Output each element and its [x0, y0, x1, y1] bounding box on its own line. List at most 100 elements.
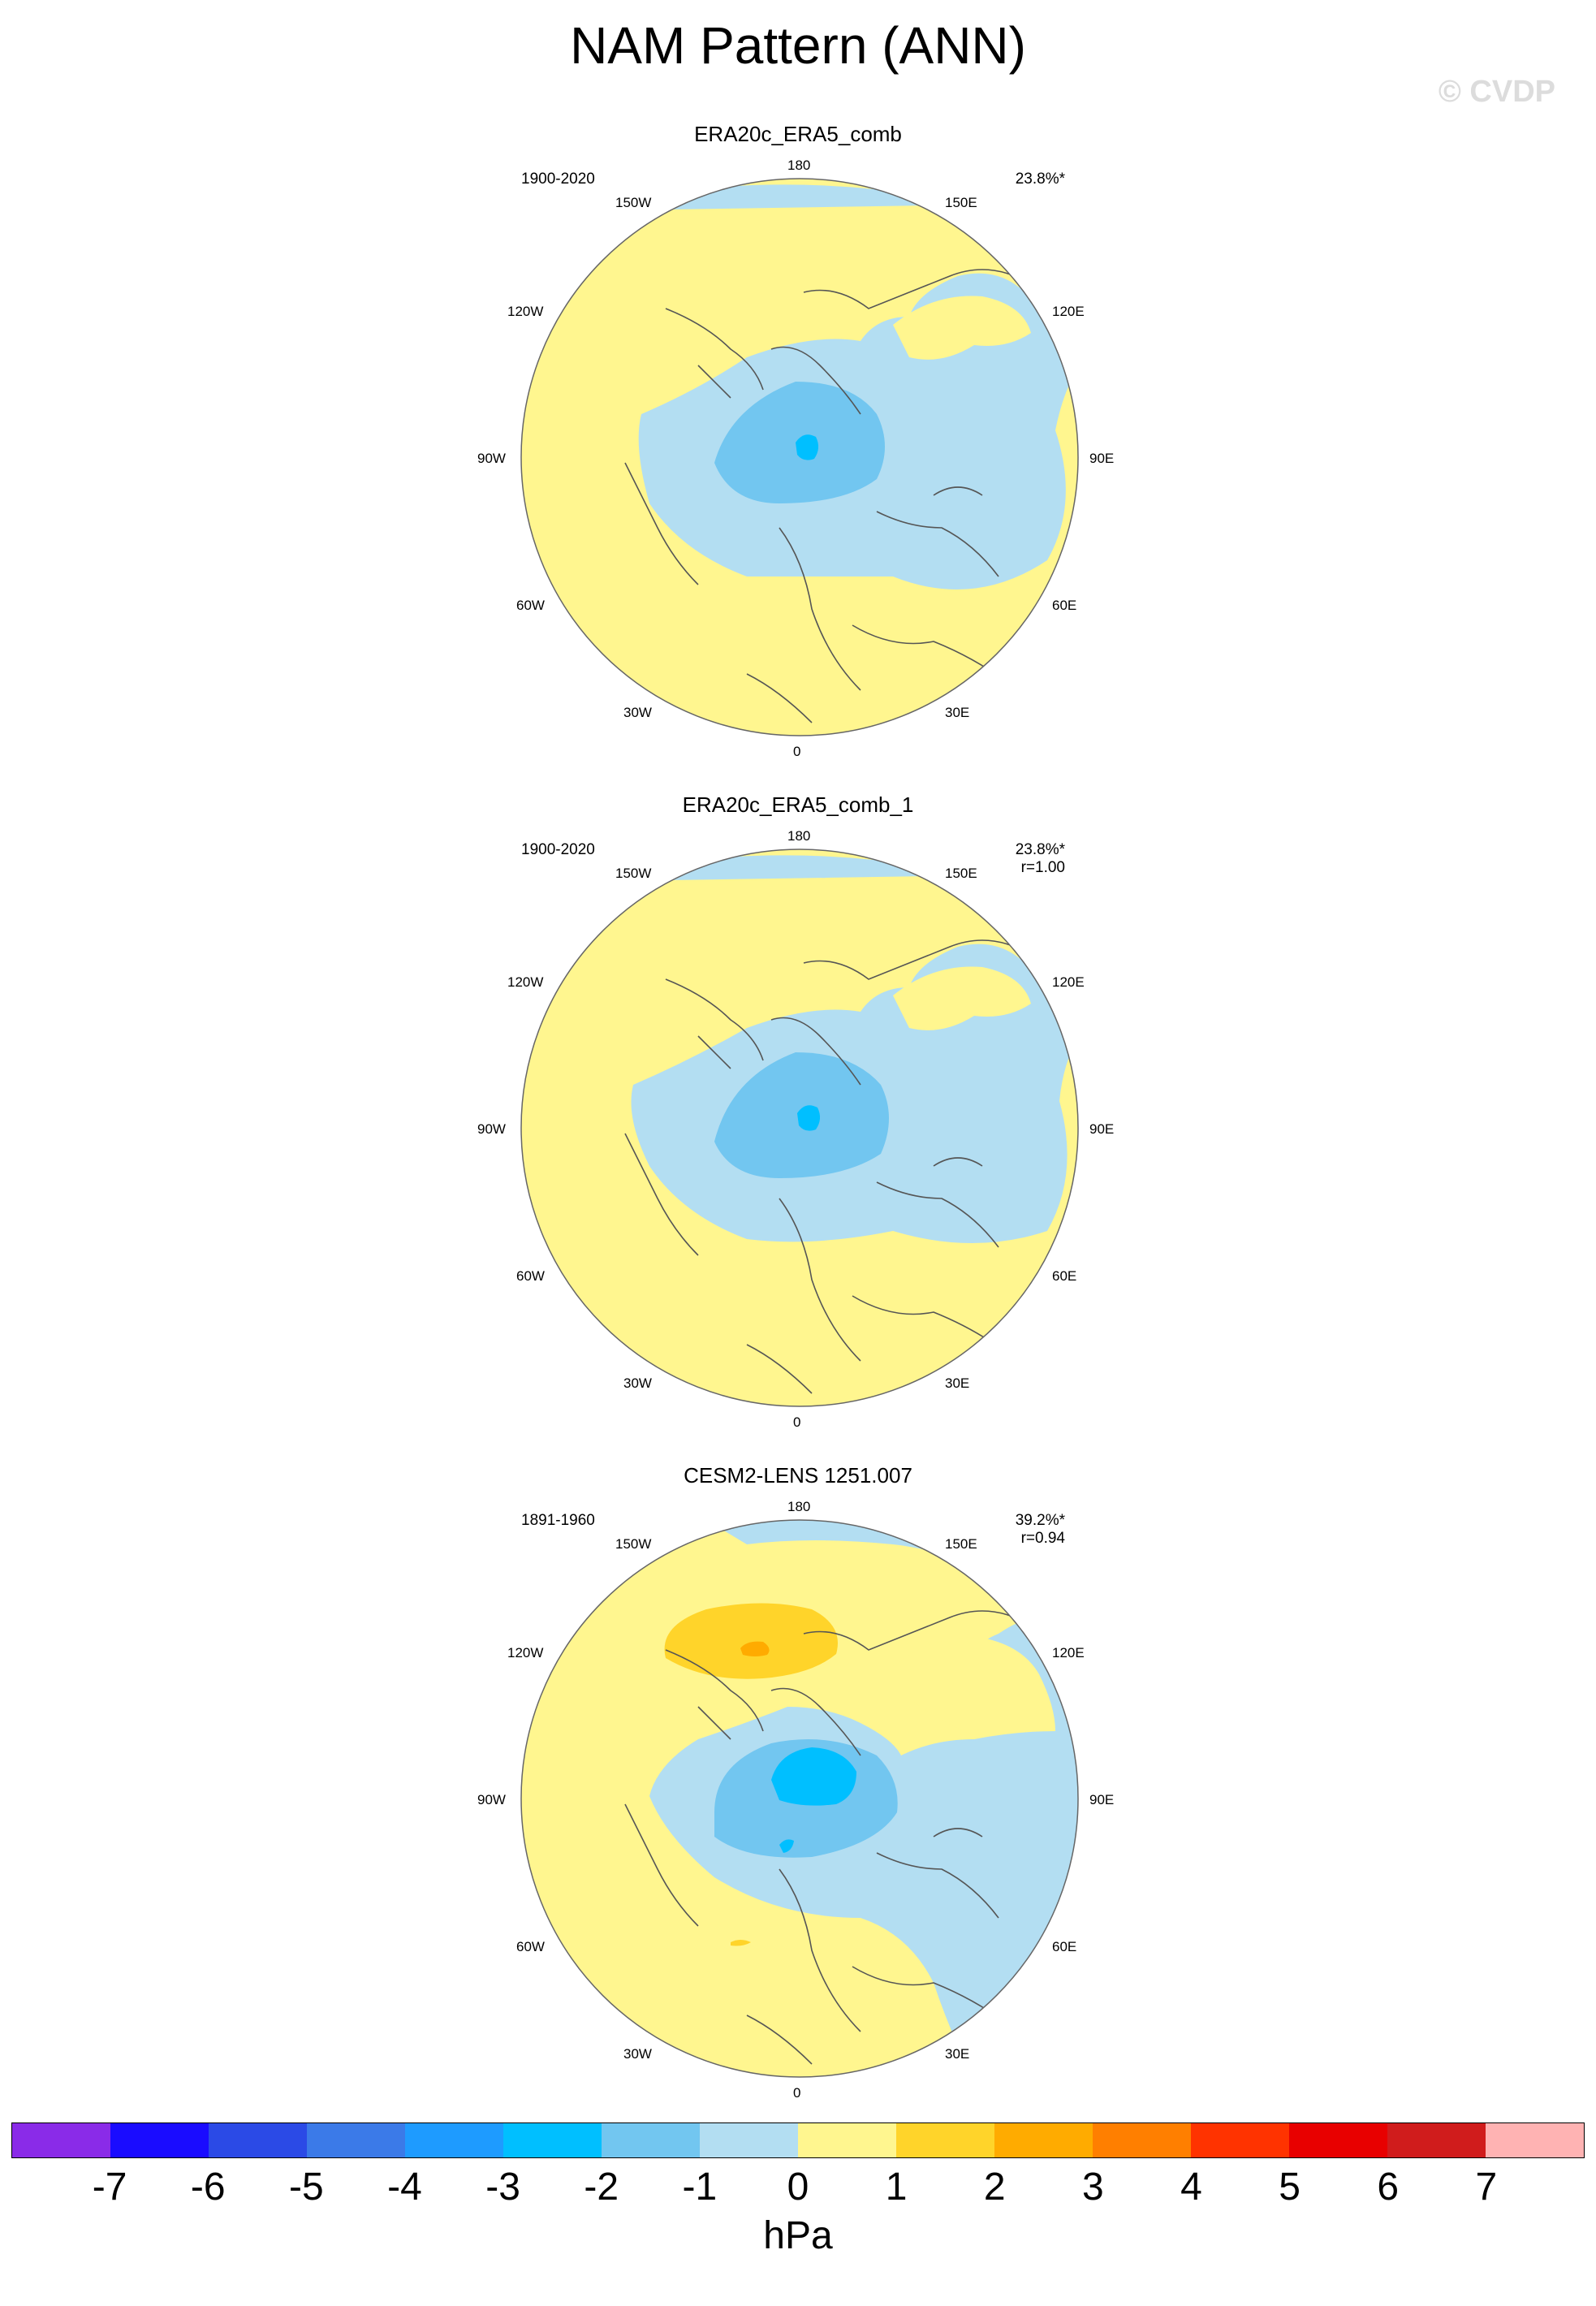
colorbar-tick-label: -1 — [682, 2166, 718, 2209]
map-boundary — [520, 1519, 1079, 2078]
lon-label-120e: 120E — [1052, 1645, 1085, 1660]
colorbar-labels: -7 -6 -5 -4 -3 -2 -1 0 1 2 3 4 5 6 7 — [11, 2165, 1585, 2213]
colorbar-tick-label: 1 — [885, 2166, 908, 2209]
lon-label-60e: 60E — [1052, 1268, 1077, 1284]
panel-title: ERA20c_ERA5_comb — [694, 122, 902, 146]
variance-explained: 39.2%* — [1015, 1512, 1065, 1529]
variance-explained: 23.8%* — [1015, 171, 1065, 188]
page-title: NAM Pattern (ANN) — [570, 16, 1026, 75]
colorbar-swatch — [405, 2123, 503, 2157]
pattern-correlation: r=1.00 — [1020, 859, 1065, 876]
colorbar — [11, 2122, 1585, 2158]
map-panel-3: CESM2-LENS 1251.007 1891-1960 39.2%* r=0… — [0, 1463, 1596, 2129]
colorbar-swatch — [209, 2123, 307, 2157]
lon-label-150w: 150W — [615, 866, 652, 881]
colorbar-tick-label: -7 — [92, 2166, 127, 2209]
polar-map — [520, 178, 1079, 736]
field-positive-0-1b — [893, 296, 1031, 360]
field-negative-1-3 — [797, 1105, 821, 1131]
map-panel-1: ERA20c_ERA5_comb 1900-2020 23.8%* 180 15… — [0, 122, 1596, 788]
lon-label-30e: 30E — [945, 705, 970, 720]
field-negative-0-3 — [796, 434, 819, 460]
colorbar-tick-label: -3 — [485, 2166, 520, 2209]
coastlines — [624, 939, 1032, 1394]
coastlines — [624, 1610, 1032, 2065]
panel-period: 1891-1960 — [521, 1512, 595, 1529]
lon-label-180: 180 — [787, 1499, 811, 1514]
colorbar-swatch — [1093, 2123, 1191, 2157]
colorbar-tick-label: 5 — [1279, 2166, 1301, 2209]
lon-label-120e: 120E — [1052, 974, 1085, 990]
field-positive-2-3 — [740, 1641, 770, 1656]
lon-label-90w: 90W — [477, 1121, 506, 1137]
pattern-correlation: r=0.94 — [1020, 1530, 1065, 1547]
lon-label-30e: 30E — [945, 2046, 970, 2062]
map-boundary — [520, 178, 1079, 736]
lon-label-0: 0 — [793, 744, 801, 759]
coastlines — [624, 269, 1032, 723]
colorbar-swatch — [602, 2123, 700, 2157]
colorbar-swatch — [700, 2123, 798, 2157]
lon-label-30w: 30W — [623, 2046, 652, 2062]
lon-label-30e: 30E — [945, 1375, 970, 1391]
lon-label-30w: 30W — [623, 1375, 652, 1391]
lon-label-150e: 150E — [945, 1536, 977, 1552]
lon-label-60e: 60E — [1052, 598, 1077, 613]
panel-period: 1900-2020 — [521, 841, 595, 858]
panel-period: 1900-2020 — [521, 171, 595, 188]
lon-label-60w: 60W — [516, 1939, 545, 1954]
watermark: © CVDP — [1438, 75, 1555, 109]
lon-label-60w: 60W — [516, 598, 545, 613]
lon-label-90e: 90E — [1089, 1121, 1115, 1137]
lon-label-120w: 120W — [507, 974, 544, 990]
field-positive-2-2 — [664, 1603, 838, 1679]
colorbar-swatch — [1387, 2123, 1486, 2157]
lon-label-180: 180 — [787, 828, 811, 844]
colorbar-tick-label: -5 — [289, 2166, 324, 2209]
colorbar-swatch — [896, 2123, 994, 2157]
colorbar-swatch — [307, 2123, 405, 2157]
colorbar-swatch — [1486, 2123, 1584, 2157]
lon-label-30w: 30W — [623, 705, 652, 720]
colorbar-swatch — [1289, 2123, 1387, 2157]
colorbar-swatch — [110, 2123, 209, 2157]
lon-label-90e: 90E — [1089, 1792, 1115, 1807]
field-negative-2-3b — [779, 1839, 794, 1853]
panel-stats: 23.8%* r=1.00 — [958, 841, 1065, 877]
colorbar-tick-label: 2 — [983, 2166, 1006, 2209]
colorbar-tick-label: 7 — [1475, 2166, 1498, 2209]
lon-label-150w: 150W — [615, 1536, 652, 1552]
colorbar-tick-label: 6 — [1377, 2166, 1400, 2209]
colorbar-swatch — [1191, 2123, 1289, 2157]
polar-map — [520, 849, 1079, 1407]
colorbar-tick-label: -2 — [584, 2166, 619, 2209]
colorbar-swatch — [994, 2123, 1093, 2157]
lon-label-0: 0 — [793, 2085, 801, 2101]
lon-label-90e: 90E — [1089, 451, 1115, 466]
colorbar-tick-label: -4 — [387, 2166, 422, 2209]
lon-label-90w: 90W — [477, 1792, 506, 1807]
colorbar-tick-label: 4 — [1180, 2166, 1202, 2209]
field-positive-2-1b — [893, 1637, 1055, 1735]
lon-label-60e: 60E — [1052, 1939, 1077, 1954]
lon-label-150w: 150W — [615, 195, 652, 210]
lon-label-150e: 150E — [945, 866, 977, 881]
field-negative-2-3 — [771, 1747, 856, 1806]
colorbar-swatch — [12, 2123, 110, 2157]
lon-label-60w: 60W — [516, 1268, 545, 1284]
colorbar-tick-label: 0 — [787, 2166, 809, 2209]
polar-map — [520, 1519, 1079, 2078]
colorbar-swatch — [503, 2123, 602, 2157]
lon-label-180: 180 — [787, 158, 811, 173]
lon-label-0: 0 — [793, 1414, 801, 1430]
field-negative-1-1 — [568, 855, 1078, 1243]
lon-label-120e: 120E — [1052, 304, 1085, 319]
lon-label-150e: 150E — [945, 195, 977, 210]
field-positive-2-2b — [731, 1940, 751, 1946]
field-positive-1-1b — [893, 966, 1031, 1030]
map-panel-2: ERA20c_ERA5_comb_1 1900-2020 23.8%* r=1.… — [0, 792, 1596, 1458]
lon-label-120w: 120W — [507, 304, 544, 319]
panel-title: CESM2-LENS 1251.007 — [684, 1463, 912, 1488]
colorbar-units: hPa — [763, 2214, 833, 2257]
panel-stats: 23.8%* — [958, 171, 1065, 188]
